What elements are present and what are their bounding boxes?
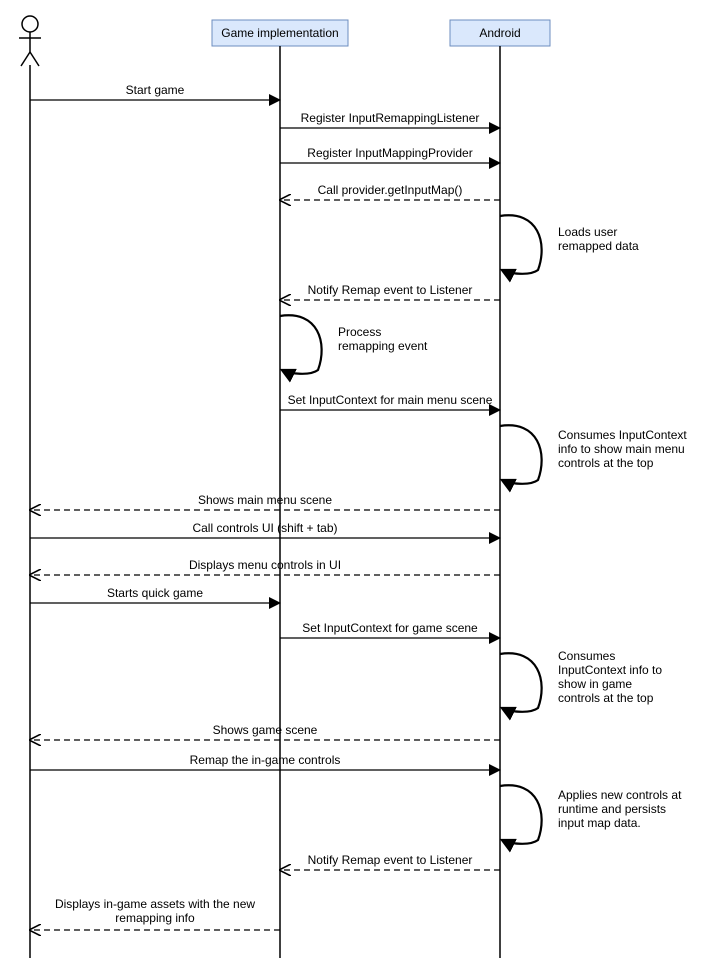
actor-android: Android [450,20,550,958]
loop-label: remapping event [338,339,428,353]
loop-label: controls at the top [558,691,654,705]
msg-m11: Set InputContext for game scene [280,621,500,638]
msg-m9: Displays menu controls in UI [30,558,500,575]
loop-label: remapped data [558,239,639,253]
msg-m15: Displays in-game assets with the newrema… [30,897,280,930]
msg-m10: Starts quick game [30,586,280,603]
msg-label: Starts quick game [107,586,203,600]
msg-label: Shows main menu scene [198,493,332,507]
msg-l4: ConsumesInputContext info toshow in game… [500,649,662,712]
msg-m3: Register InputMappingProvider [280,146,500,163]
loop-label: InputContext info to [558,663,662,677]
msg-m14: Notify Remap event to Listener [280,853,500,870]
msg-label: Register InputMappingProvider [307,146,472,160]
msg-m2: Register InputRemappingListener [280,111,500,128]
msg-m4: Call provider.getInputMap() [280,183,500,200]
loop-label: input map data. [558,816,641,830]
msg-label: Set InputContext for main menu scene [288,393,493,407]
sequence-diagram: Game implementation Android Start game Regi… [0,0,701,963]
msg-m6: Set InputContext for main menu scene [280,393,500,410]
msg-l5: Applies new controls atruntime and persi… [500,785,682,844]
loop-label: Consumes [558,649,615,663]
msg-l3: Consumes InputContextinfo to show main m… [500,425,687,484]
msg-label: Start game [126,83,185,97]
msg-label: Remap the in-game controls [190,753,341,767]
msg-m8: Call controls UI (shift + tab) [30,521,500,538]
loop-label: Loads user [558,225,617,239]
msg-m7: Shows main menu scene [30,493,500,510]
actor-game: Game implementation [212,20,348,958]
loop-label: show in game [558,677,632,691]
loop-label: Process [338,325,381,339]
msg-label: Shows game scene [213,723,318,737]
msg-m12: Shows game scene [30,723,500,740]
actor-label: Game implementation [221,26,338,40]
loop-label: runtime and persists [558,802,666,816]
msg-label: Displays in-game assets with the new [55,897,255,911]
actor-user [19,16,41,958]
msg-l1: Loads userremapped data [500,215,639,274]
loop-label: info to show main menu [558,442,685,456]
msg-label: Displays menu controls in UI [189,558,341,572]
msg-l2: Processremapping event [280,315,428,374]
loop-label: controls at the top [558,456,654,470]
msg-label: Notify Remap event to Listener [308,283,473,297]
msg-m1: Start game [30,83,280,100]
msg-m5: Notify Remap event to Listener [280,283,500,300]
msg-label: Call provider.getInputMap() [318,183,463,197]
actor-label: Android [479,26,520,40]
msg-label: Set InputContext for game scene [302,621,478,635]
msg-label: Notify Remap event to Listener [308,853,473,867]
msg-label: Call controls UI (shift + tab) [192,521,337,535]
loop-label: Consumes InputContext [558,428,687,442]
msg-label: remapping info [115,911,195,925]
loop-label: Applies new controls at [558,788,682,802]
msg-m13: Remap the in-game controls [30,753,500,770]
msg-label: Register InputRemappingListener [301,111,480,125]
